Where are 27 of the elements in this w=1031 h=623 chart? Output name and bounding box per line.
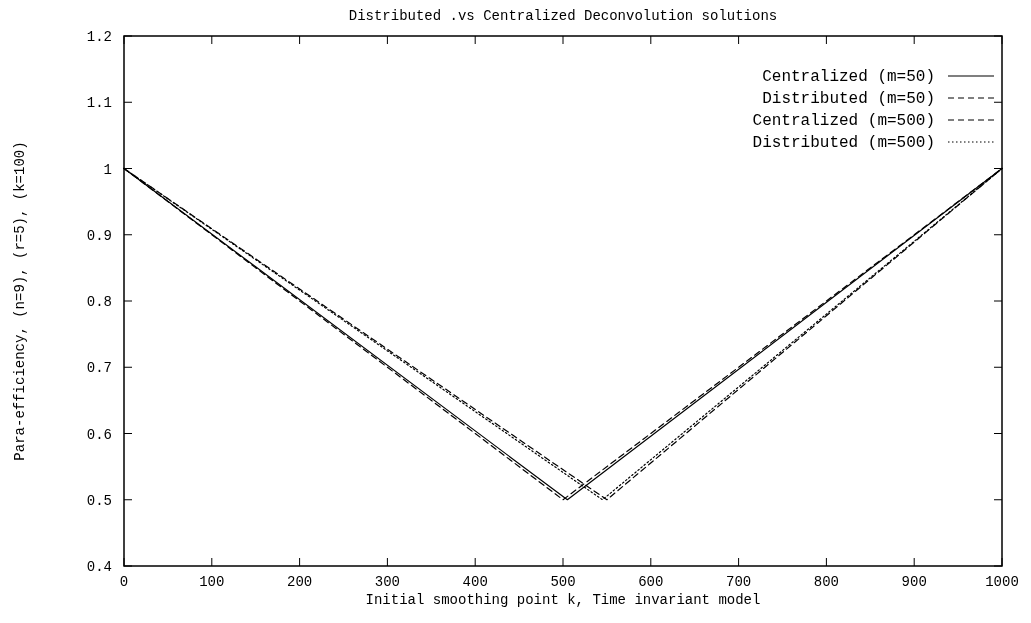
y-tick-label: 0.7 [86,360,112,377]
chart-title: Distributed .vs Centralized Deconvolution solutions [348,8,778,24]
x-tick-label: 0 [119,574,129,590]
legend-label: Centralized (m=500) [752,112,935,130]
x-tick-label: 600 [638,574,664,590]
y-tick-label: 0.4 [86,559,112,575]
legend-label: Distributed (m=500) [752,134,935,152]
legend-label: Distributed (m=50) [762,90,935,108]
x-tick-label: 300 [374,574,401,590]
x-tick-label: 100 [199,574,225,590]
legend-label: Centralized (m=50) [762,68,935,86]
x-tick-label: 900 [901,574,927,590]
x-axis-title: Initial smoothing point k, Time invariant model [365,592,761,608]
x-tick-label: 200 [286,574,313,590]
y-tick-label: 0.5 [86,492,112,509]
x-tick-label: 500 [550,574,576,590]
x-tick-label: 400 [462,574,488,590]
x-tick-label: 1000 [985,574,1019,590]
y-tick-label: 1.1 [86,95,112,112]
y-axis-title: Para-efficiency, (n=9), (r=5), (k=100) [12,141,28,461]
x-tick-label: 700 [725,574,752,590]
y-tick-label: 0.8 [86,294,112,310]
y-tick-label: 1.2 [86,29,112,45]
y-tick-label: 0.9 [86,227,112,244]
x-tick-label: 800 [813,574,840,590]
y-tick-label: 0.6 [86,426,112,443]
y-tick-label: 1 [103,161,112,178]
